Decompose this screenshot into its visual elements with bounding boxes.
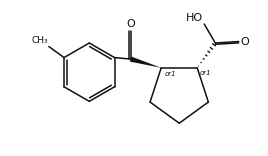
Text: O: O <box>240 37 249 46</box>
Text: HO: HO <box>186 13 203 23</box>
Text: O: O <box>126 19 135 29</box>
Polygon shape <box>130 56 161 68</box>
Text: or1: or1 <box>200 70 212 76</box>
Text: CH₃: CH₃ <box>31 36 48 45</box>
Text: or1: or1 <box>165 71 176 77</box>
